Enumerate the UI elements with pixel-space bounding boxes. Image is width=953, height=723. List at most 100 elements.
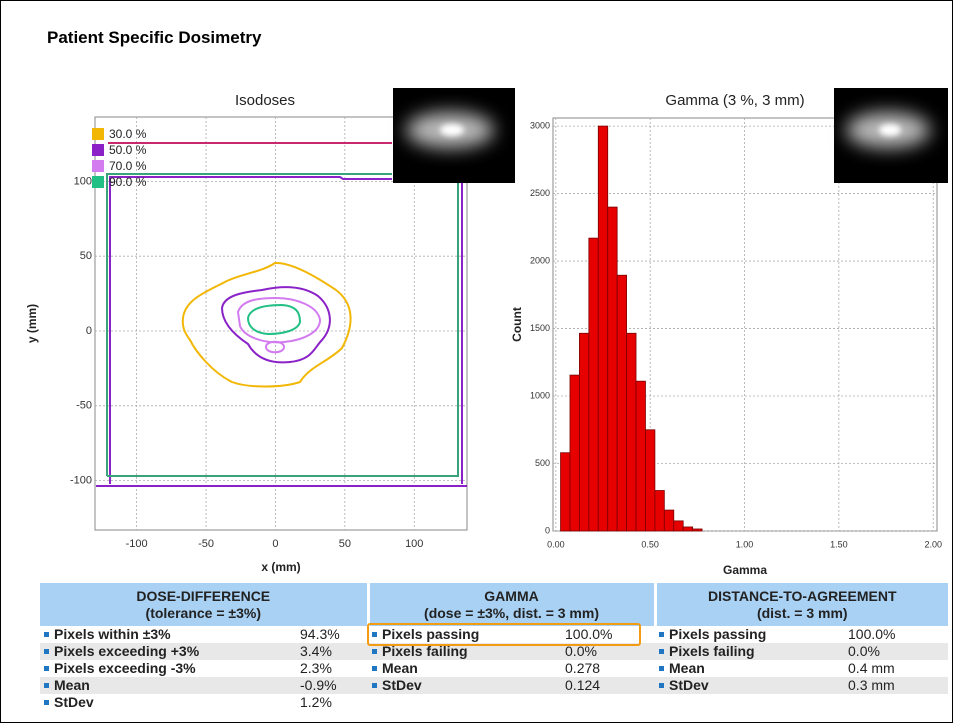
- y-tick-label: 0: [86, 325, 92, 337]
- histogram-bar: [617, 275, 626, 531]
- empty-cell: [655, 694, 848, 711]
- highlight-box: [367, 623, 641, 646]
- row-label: Mean: [669, 660, 705, 676]
- bullet: [372, 666, 377, 671]
- y-tick-label: 0: [545, 525, 550, 535]
- empty-cell: [368, 694, 565, 711]
- histogram-bar: [645, 430, 654, 531]
- dose-core: [440, 124, 464, 136]
- histogram-bar: [570, 375, 579, 531]
- y-tick-label: -50: [76, 400, 92, 412]
- row-label-cell: StDev: [368, 677, 565, 694]
- row-label: Pixels failing: [669, 643, 755, 659]
- row-label-cell: Mean: [40, 677, 300, 694]
- row-label: Pixels exceeding -3%: [54, 660, 196, 676]
- bullet: [44, 649, 49, 654]
- table-row: Mean -0.9% StDev 0.124 StDev 0.3 mm: [40, 677, 948, 694]
- table-header: DOSE-DIFFERENCE(tolerance = ±3%)GAMMA(do…: [40, 583, 948, 626]
- histogram-bar: [683, 527, 692, 531]
- x-tick-label: 100: [405, 538, 423, 550]
- bullet: [44, 683, 49, 688]
- x-tick-label: 2.00: [924, 539, 942, 549]
- section-subtitle: (tolerance = ±3%): [40, 605, 367, 622]
- histogram-bar: [636, 381, 645, 531]
- row-value: 0.4 mm: [848, 660, 948, 677]
- legend-label: 90.0 %: [109, 175, 147, 189]
- y-tick-label: 1500: [530, 323, 550, 333]
- bullet: [44, 700, 49, 705]
- histogram-bar: [655, 491, 664, 531]
- row-label: StDev: [669, 677, 709, 693]
- bullet: [44, 632, 49, 637]
- dose-image: [393, 88, 515, 183]
- table-row: StDev 1.2%: [40, 694, 948, 711]
- row-label: StDev: [54, 694, 94, 710]
- empty-cell: [848, 694, 948, 711]
- row-label: Pixels exceeding +3%: [54, 643, 199, 659]
- histogram-bar: [674, 521, 683, 531]
- x-tick-label: 0.00: [547, 539, 565, 549]
- row-label: Pixels passing: [669, 626, 766, 642]
- x-tick-label: 0.50: [641, 539, 659, 549]
- y-tick-label: 3000: [530, 120, 550, 130]
- histogram-bar: [693, 529, 702, 531]
- chart-title: Isodoses: [235, 92, 295, 109]
- y-tick-label: 500: [535, 458, 550, 468]
- histogram-bar: [589, 238, 598, 531]
- histogram-bar: [608, 207, 617, 531]
- y-tick-label: 1000: [530, 390, 550, 400]
- y-tick-label: 50: [80, 250, 92, 262]
- gamma-image: [834, 88, 948, 183]
- x-tick-label: 1.50: [830, 539, 848, 549]
- histogram-bar: [627, 333, 636, 531]
- legend-label: 50.0 %: [109, 143, 147, 157]
- legend-swatch: [92, 176, 104, 188]
- section-title: DISTANCE-TO-AGREEMENT: [657, 588, 949, 605]
- table-row: Pixels exceeding -3% 2.3% Mean 0.278 Mean 0.4…: [40, 660, 948, 677]
- row-label-cell: Pixels within ±3%: [40, 626, 300, 643]
- x-axis-label: x (mm): [261, 560, 300, 574]
- y-tick-label: -100: [70, 475, 92, 487]
- chart-title: Gamma (3 %, 3 mm): [665, 92, 804, 109]
- section-subtitle: (dist. = 3 mm): [657, 605, 949, 622]
- row-label-cell: Pixels passing: [655, 626, 848, 643]
- bullet: [372, 649, 377, 654]
- legend-label: 30.0 %: [109, 127, 147, 141]
- bullet: [659, 649, 664, 654]
- section-title: DOSE-DIFFERENCE: [40, 588, 367, 605]
- row-value: 0.3 mm: [848, 677, 948, 694]
- results-table: DOSE-DIFFERENCE(tolerance = ±3%)GAMMA(do…: [40, 583, 948, 711]
- legend-swatch: [92, 144, 104, 156]
- row-label-cell: Mean: [655, 660, 848, 677]
- y-tick-label: 2000: [530, 255, 550, 265]
- row-value: 0.124: [565, 677, 655, 694]
- x-axis-label: Gamma: [723, 563, 767, 577]
- row-label-cell: Pixels failing: [655, 643, 848, 660]
- row-value: -0.9%: [300, 677, 368, 694]
- bullet: [372, 683, 377, 688]
- bullet: [44, 666, 49, 671]
- y-tick-label: 2500: [530, 188, 550, 198]
- section-header: GAMMA(dose = ±3%, dist. = 3 mm): [368, 583, 655, 626]
- row-value: 100.0%: [848, 626, 948, 643]
- bullet: [659, 666, 664, 671]
- gamma-core: [879, 124, 901, 136]
- x-tick-label: -100: [126, 538, 148, 550]
- row-label: StDev: [382, 677, 422, 693]
- legend-swatch: [92, 160, 104, 172]
- x-tick-label: 0: [272, 538, 278, 550]
- row-label-cell: StDev: [655, 677, 848, 694]
- row-value: 0.278: [565, 660, 655, 677]
- y-axis-label: y (mm): [25, 304, 39, 343]
- row-value: 2.3%: [300, 660, 368, 677]
- row-label: Mean: [54, 677, 90, 693]
- y-axis-label: Count: [510, 307, 524, 342]
- x-tick-label: 50: [339, 538, 351, 550]
- row-label-cell: Pixels exceeding +3%: [40, 643, 300, 660]
- section-header: DISTANCE-TO-AGREEMENT(dist. = 3 mm): [655, 583, 948, 626]
- row-label: Mean: [382, 660, 418, 676]
- bullet: [659, 632, 664, 637]
- row-value: 1.2%: [300, 694, 368, 711]
- x-tick-label: 1.00: [736, 539, 754, 549]
